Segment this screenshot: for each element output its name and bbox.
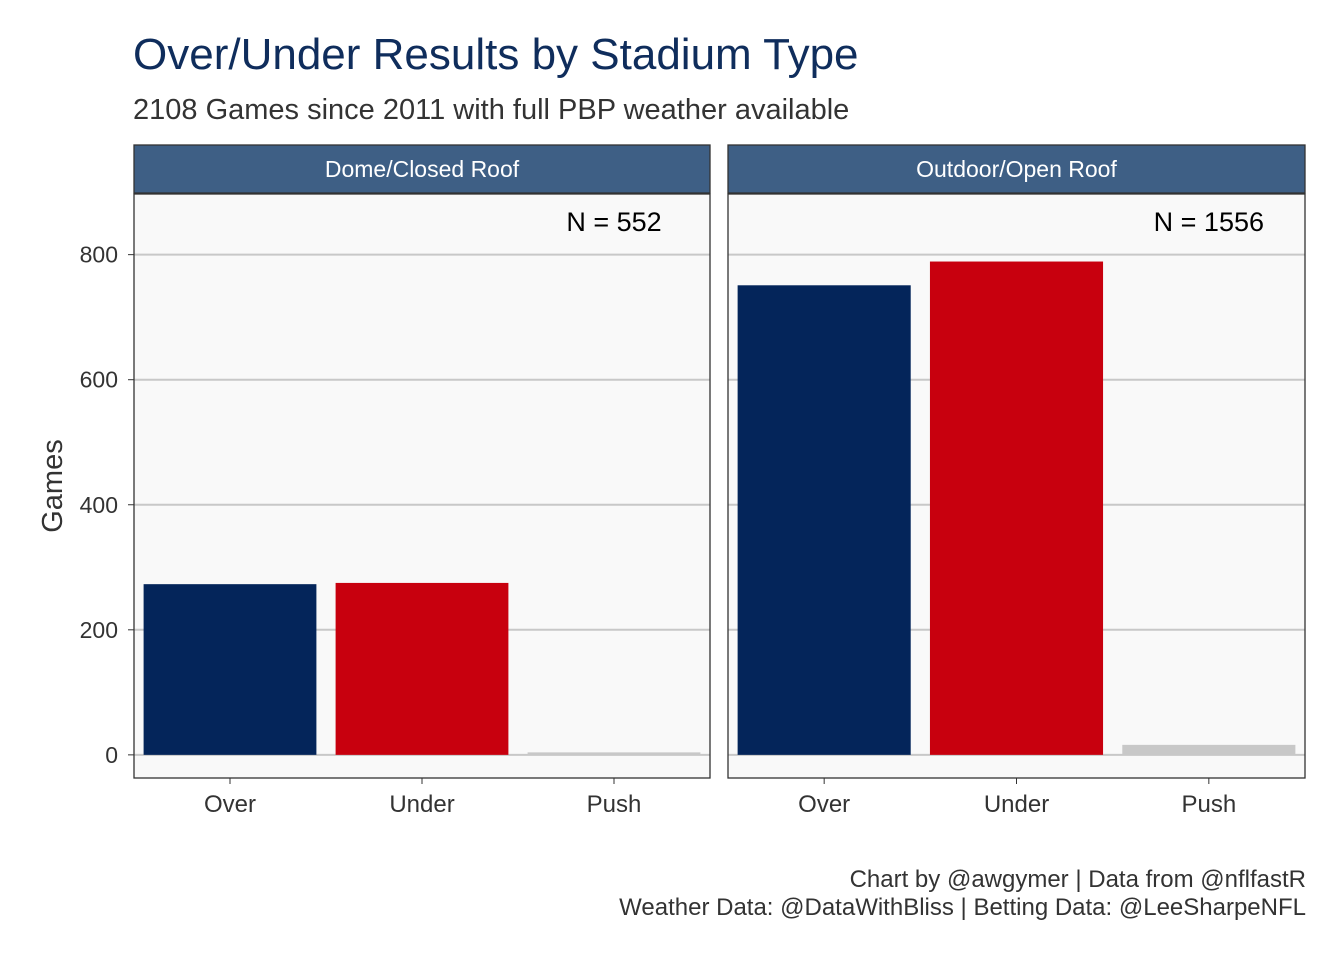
facet-1-n-annotation: N = 552 [566, 207, 661, 237]
facet-1-border [133, 193, 711, 779]
bar-push [1122, 744, 1296, 755]
x-tick-label: Over [204, 791, 256, 818]
bar-under [335, 582, 509, 755]
x-tick-label: Push [1181, 791, 1236, 818]
chart-title: Over/Under Results by Stadium Type [133, 30, 859, 79]
x-tick-label: Over [798, 791, 850, 818]
facet-1-strip-label: Dome/Closed Roof [325, 156, 520, 182]
y-tick-label: 200 [80, 617, 118, 643]
chart-caption: Chart by @awgymer | Data from @nflfastR … [619, 866, 1306, 922]
bar-push [527, 752, 701, 755]
x-tick-label: Under [389, 791, 454, 818]
y-tick-label: 0 [105, 742, 118, 768]
y-tick-label: 800 [80, 242, 118, 268]
caption-line-1: Chart by @awgymer | Data from @nflfastR [849, 866, 1306, 893]
bar-under [929, 261, 1104, 755]
facet-2-strip-label: Outdoor/Open Roof [916, 156, 1117, 182]
facet-2-strip [727, 144, 1306, 194]
facet-2-n-annotation: N = 1556 [1154, 207, 1264, 237]
y-tick-label: 400 [80, 492, 118, 518]
bar-over [737, 285, 911, 755]
chart-subtitle: 2108 Games since 2011 with full PBP weat… [133, 94, 850, 126]
facet-2-border [727, 193, 1306, 779]
facet-1-strip [133, 144, 711, 194]
y-axis-title: Games [37, 439, 69, 532]
x-tick-label: Push [587, 791, 642, 818]
caption-line-2: Weather Data: @DataWithBliss | Betting D… [619, 894, 1306, 921]
x-tick-label: Under [984, 791, 1049, 818]
bar-over [143, 584, 317, 755]
y-tick-label: 600 [80, 367, 118, 393]
